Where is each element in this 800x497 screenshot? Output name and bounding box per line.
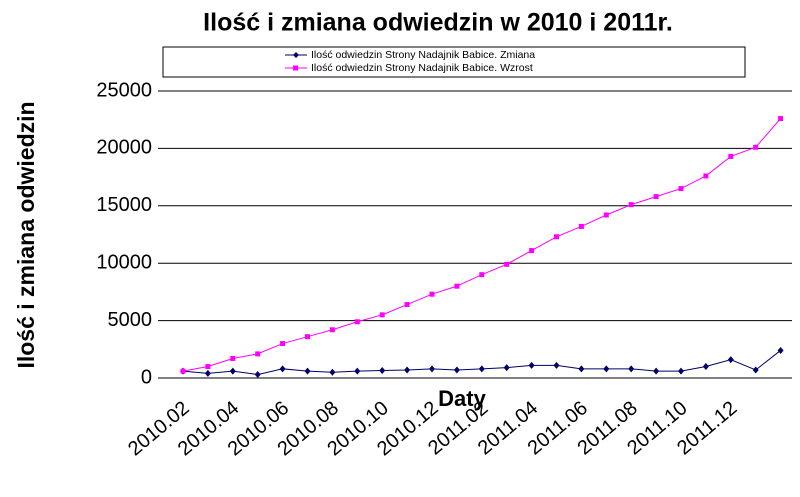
- data-point: [429, 365, 435, 373]
- data-point: [728, 153, 734, 159]
- data-point: [678, 186, 684, 192]
- data-point: [305, 334, 310, 340]
- data-point: [354, 367, 361, 375]
- y-tick-label: 5000: [108, 309, 153, 331]
- legend-marker: [293, 52, 299, 58]
- y-tick-label: 20000: [96, 137, 152, 159]
- data-point: [653, 367, 660, 375]
- data-point: [230, 355, 236, 361]
- data-point: [778, 116, 784, 122]
- data-point: [204, 369, 211, 377]
- data-point: [279, 365, 286, 373]
- data-point: [603, 212, 609, 218]
- data-point: [379, 312, 385, 318]
- data-point: [329, 327, 335, 333]
- data-point: [554, 234, 559, 240]
- data-point: [678, 367, 684, 375]
- data-point: [653, 194, 659, 200]
- data-point: [753, 144, 759, 150]
- data-point: [254, 371, 261, 379]
- data-point: [229, 367, 236, 375]
- data-point: [205, 364, 211, 370]
- data-point: [777, 346, 784, 354]
- data-point: [752, 366, 759, 374]
- chart-title: Ilość i zmiana odwiedzin w 2010 i 2011r.: [203, 9, 673, 37]
- data-point: [628, 365, 635, 373]
- x-axis-label: Daty: [438, 386, 486, 411]
- y-axis-label: Ilość i zmiana odwiedzin: [13, 101, 39, 368]
- data-point: [703, 173, 709, 179]
- legend-marker: [293, 65, 298, 71]
- data-point: [404, 366, 411, 374]
- data-point: [453, 366, 460, 374]
- series-line: [182, 118, 781, 372]
- data-point: [702, 363, 709, 371]
- data-point: [504, 261, 510, 267]
- data-point: [280, 341, 286, 347]
- data-point: [628, 202, 634, 208]
- data-point: [528, 361, 535, 369]
- data-point: [429, 291, 435, 297]
- data-point: [603, 365, 610, 373]
- data-point: [454, 283, 460, 289]
- data-point: [479, 272, 485, 278]
- data-point: [354, 319, 360, 325]
- legend-label: Ilość odwiedzin Strony Nadajnik Babice. …: [311, 62, 533, 74]
- data-point: [304, 367, 311, 375]
- y-tick-label: 15000: [96, 194, 152, 216]
- data-point: [503, 364, 510, 372]
- y-tick-label: 25000: [96, 79, 152, 101]
- data-point: [727, 356, 734, 364]
- data-point: [379, 367, 386, 375]
- y-tick-label: 0: [141, 366, 152, 388]
- data-point: [553, 361, 560, 369]
- data-point: [578, 365, 585, 373]
- data-point: [404, 302, 410, 308]
- data-point: [329, 368, 336, 376]
- data-point: [180, 368, 186, 374]
- data-point: [578, 223, 584, 229]
- data-point: [478, 365, 485, 373]
- legend-label: Ilość odwiedzin Strony Nadajnik Babice. …: [311, 49, 535, 61]
- data-point: [529, 248, 535, 254]
- legend-box: [162, 46, 746, 78]
- data-point: [255, 351, 261, 357]
- y-tick-label: 10000: [96, 251, 152, 273]
